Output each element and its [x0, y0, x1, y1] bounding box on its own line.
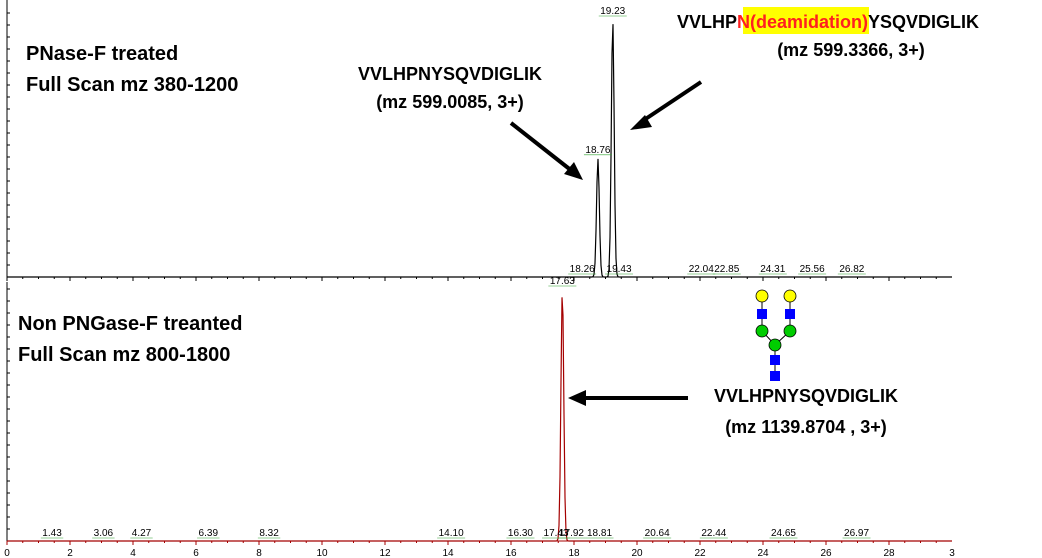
- x-tick-label: 10: [316, 548, 328, 558]
- x-tick-label: 24: [757, 548, 769, 558]
- bottom-peak-label: 17.43: [544, 528, 569, 539]
- top-peak-label: 18.76: [585, 145, 610, 156]
- glcnac-icon: [770, 355, 780, 365]
- top-peak-label: 19.43: [607, 264, 632, 275]
- top-peak-label: 25.56: [800, 264, 825, 275]
- x-tick-label: 20: [631, 548, 643, 558]
- x-tick-label: 2: [67, 548, 73, 558]
- x-tick-label: 12: [379, 548, 391, 558]
- top-title-line-2: Full Scan mz 380-1200: [26, 74, 238, 96]
- annotation-glyco-arrow: [568, 390, 688, 406]
- x-tick-label: 14: [442, 548, 454, 558]
- traces-layer: [7, 24, 952, 542]
- x-tick-label: 26: [820, 548, 832, 558]
- x-tick-label: 8: [256, 548, 262, 558]
- x-tick-label: 3: [949, 548, 955, 558]
- annotation-deamid: VVLHPN(deamidation)YSQVDIGLIK (mz 599.33…: [630, 7, 979, 130]
- bottom-peak-label: 17.92: [559, 528, 584, 539]
- top-peak-label: 19.23: [600, 6, 625, 17]
- deamidation-highlight: [743, 7, 869, 34]
- annotation-glyco: VVLHPNYSQVDIGLIK (mz 1139.8704 , 3+): [568, 386, 898, 437]
- bottom-peak-label: 26.97: [844, 528, 869, 539]
- x-tick-label: 18: [568, 548, 580, 558]
- x-tick-label: 28: [883, 548, 895, 558]
- top-title-line-1: PNase-F treated: [26, 43, 178, 65]
- top-peak-label: 22.85: [714, 264, 739, 275]
- mannose-icon: [783, 324, 797, 338]
- top-trace: [7, 24, 952, 278]
- bottom-peak-label: 14.10: [439, 528, 464, 539]
- top-peak-label: 18.26: [570, 264, 595, 275]
- annotation-deamid-sequence: VVLHPN(deamidation)YSQVDIGLIK: [677, 12, 979, 32]
- galactose-icon: [755, 289, 769, 303]
- annotation-glyco-sequence: VVLHPNYSQVDIGLIK: [714, 386, 898, 406]
- x-tick-label: 4: [130, 548, 136, 558]
- top-peak-label: 22.04: [689, 264, 714, 275]
- x-tick-label: 22: [694, 548, 706, 558]
- bottom-peak-label: 4.27: [132, 528, 152, 539]
- mannose-icon: [755, 324, 769, 338]
- bottom-peak-label: 17.63: [550, 276, 575, 287]
- bottom-peak-label: 18.81: [587, 528, 612, 539]
- glcnac-icon: [785, 309, 795, 319]
- bottom-peak-label: 22.44: [701, 528, 726, 539]
- bottom-peak-label: 24.65: [771, 528, 796, 539]
- x-tick-label: 6: [193, 548, 199, 558]
- x-tick-label: 0: [4, 548, 10, 558]
- deamidation-site: N(deamidation): [737, 12, 868, 32]
- annotation-native-sequence: VVLHPNYSQVDIGLIK: [358, 64, 542, 84]
- annotation-native-arrow: [509, 121, 583, 180]
- x-tick-label: 16: [505, 548, 517, 558]
- top-peak-label: 24.31: [760, 264, 785, 275]
- bottom-peak-label: 3.06: [94, 528, 114, 539]
- galactose-icon: [783, 289, 797, 303]
- biantennary-glycan-icon: [755, 289, 797, 381]
- bottom-peak-label: 20.64: [645, 528, 670, 539]
- bottom-peak-label: 1.43: [42, 528, 62, 539]
- bottom-trace: [7, 297, 952, 542]
- top-peak-label: 26.82: [839, 264, 864, 275]
- bottom-peak-label: 6.39: [199, 528, 219, 539]
- peak-labels-layer: 18.26 18.76 19.23 19.43 22.04 22.85 24.31 25.56…: [4, 6, 955, 558]
- annotation-native: VVLHPNYSQVDIGLIK (mz 599.0085, 3+): [358, 64, 583, 180]
- bottom-title-line-1: Non PNGase-F treanted: [18, 313, 242, 335]
- glcnac-icon: [770, 371, 780, 381]
- annotation-deamid-arrow: [630, 80, 703, 130]
- annotation-glyco-mz: (mz 1139.8704 , 3+): [725, 417, 887, 437]
- annotation-deamid-mz: (mz 599.3366, 3+): [777, 40, 925, 60]
- bottom-peak-label: 8.32: [259, 528, 279, 539]
- mannose-icon: [768, 338, 782, 352]
- glcnac-icon: [757, 309, 767, 319]
- annotation-native-mz: (mz 599.0085, 3+): [376, 92, 524, 112]
- bottom-peak-label: 16.30: [508, 528, 533, 539]
- bottom-title-line-2: Full Scan mz 800-1800: [18, 344, 230, 366]
